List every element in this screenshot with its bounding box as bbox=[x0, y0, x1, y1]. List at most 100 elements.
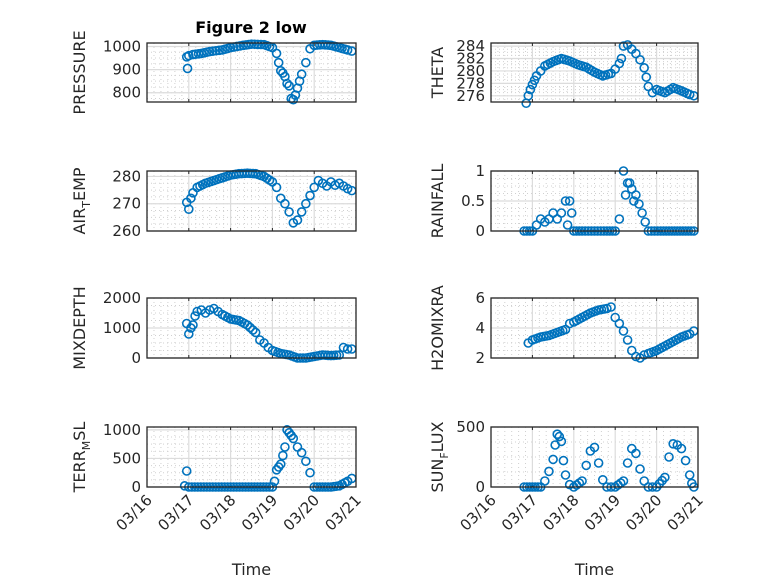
data-point bbox=[278, 450, 288, 461]
data-point bbox=[206, 176, 216, 187]
subplot-mixdepth: 0 1000 2000 MIXDEPTH bbox=[70, 286, 357, 370]
data-point bbox=[614, 318, 625, 329]
data-point bbox=[578, 61, 589, 72]
data-point bbox=[288, 94, 299, 105]
data-point bbox=[269, 476, 280, 487]
data-point bbox=[624, 178, 635, 188]
data-point bbox=[309, 182, 320, 193]
data-point bbox=[231, 315, 241, 325]
data-point bbox=[186, 193, 196, 204]
data-point bbox=[288, 433, 299, 444]
y-axis-label: PRESSURE bbox=[70, 30, 89, 114]
data-point bbox=[223, 43, 233, 54]
data-point bbox=[560, 196, 571, 206]
y-axis-label: H2OMIXRA bbox=[428, 285, 447, 371]
axes-box bbox=[490, 42, 699, 103]
data-point bbox=[554, 431, 565, 442]
data-point bbox=[249, 39, 260, 50]
data-point bbox=[292, 215, 303, 225]
y-axis-label: MIXDEPTH bbox=[70, 286, 89, 369]
data-point bbox=[582, 309, 593, 320]
data-point bbox=[250, 327, 261, 338]
x-tick-label: 03/17 bbox=[154, 491, 197, 534]
y-tick-label: 280 bbox=[456, 62, 485, 80]
data-point bbox=[635, 54, 645, 65]
data-point bbox=[296, 207, 307, 217]
data-point bbox=[305, 467, 315, 478]
data-point bbox=[618, 41, 629, 51]
y-axis-label: AIRTEMP bbox=[70, 167, 93, 234]
data-point bbox=[296, 69, 307, 80]
data-point bbox=[676, 443, 687, 454]
y-tick-label: 270 bbox=[112, 195, 141, 213]
data-point bbox=[556, 208, 567, 218]
data-point bbox=[599, 304, 609, 314]
y-tick-label: 1 bbox=[475, 162, 485, 180]
data-point bbox=[541, 331, 552, 341]
x-tick-label: 03/21 bbox=[664, 491, 707, 534]
data-point bbox=[305, 190, 315, 201]
data-point bbox=[634, 199, 644, 209]
data-point bbox=[280, 198, 290, 209]
x-tick-label: 03/16 bbox=[457, 491, 500, 534]
data-point bbox=[540, 476, 550, 486]
data-point bbox=[182, 63, 193, 74]
data-point bbox=[641, 72, 652, 82]
data-point bbox=[639, 63, 649, 73]
data-point bbox=[252, 39, 263, 50]
data-point bbox=[280, 442, 290, 452]
data-point bbox=[525, 84, 536, 95]
axes-box bbox=[146, 170, 357, 232]
data-point bbox=[188, 320, 198, 330]
y-tick-label: 0.5 bbox=[461, 192, 485, 210]
y-axis-label: TERRMSL bbox=[70, 422, 93, 494]
data-point bbox=[631, 190, 641, 200]
y-tick-label: 1000 bbox=[103, 421, 141, 439]
y-tick-label: 4 bbox=[475, 319, 485, 337]
data-point bbox=[271, 182, 282, 193]
subplot-h2omixra: 2 4 6 H2OMIXRA bbox=[428, 285, 699, 371]
subplot-pressure: 800 900 1000 PRESSURE bbox=[70, 30, 357, 115]
axes-box bbox=[490, 170, 699, 232]
data-point bbox=[566, 208, 577, 218]
data-point bbox=[657, 475, 667, 486]
data-point bbox=[223, 312, 233, 323]
data-point bbox=[235, 41, 245, 51]
subplot-terr-msl: 0 500 1000 TERRMSL 03/1603/1703/1803/1903/20… bbox=[70, 421, 365, 579]
data-point bbox=[593, 458, 604, 468]
x-tick-label: 03/19 bbox=[238, 491, 281, 534]
data-point bbox=[682, 88, 692, 99]
y-axis-label: SUNFLUX bbox=[428, 421, 451, 492]
x-tick-label: 03/20 bbox=[280, 491, 323, 534]
data-point bbox=[603, 69, 614, 80]
data-point bbox=[668, 438, 678, 449]
data-point bbox=[197, 179, 208, 190]
data-point bbox=[340, 44, 350, 54]
data-point bbox=[558, 455, 569, 466]
subplot-rainfall: 0 0.5 1 RAINFALL bbox=[428, 162, 699, 240]
axes-box bbox=[490, 297, 699, 359]
data-point bbox=[637, 208, 647, 218]
data-point bbox=[649, 346, 659, 357]
data-point bbox=[657, 86, 667, 97]
y-tick-label: 0 bbox=[131, 349, 141, 367]
subplot-sun-flux: 0 500 SUNFLUX 03/1603/1703/1803/1903/2003/2… bbox=[428, 418, 707, 579]
data-point bbox=[545, 58, 556, 68]
y-tick-label: 2 bbox=[475, 349, 485, 367]
data-point bbox=[557, 325, 568, 336]
data-point bbox=[589, 442, 600, 453]
data-point bbox=[271, 48, 282, 59]
axes-box bbox=[146, 297, 357, 359]
data-point bbox=[640, 217, 651, 227]
figure-title: Figure 2 low bbox=[195, 18, 307, 37]
data-point bbox=[622, 458, 633, 468]
axes-box bbox=[490, 426, 699, 488]
x-axis-label: Time bbox=[231, 560, 271, 579]
data-point bbox=[664, 452, 674, 462]
data-point bbox=[680, 455, 691, 466]
y-tick-label: 282 bbox=[456, 50, 485, 68]
x-tick-label: 03/19 bbox=[581, 491, 624, 534]
y-tick-label: 900 bbox=[112, 61, 141, 79]
data-point bbox=[264, 175, 275, 185]
data-point bbox=[523, 90, 534, 101]
